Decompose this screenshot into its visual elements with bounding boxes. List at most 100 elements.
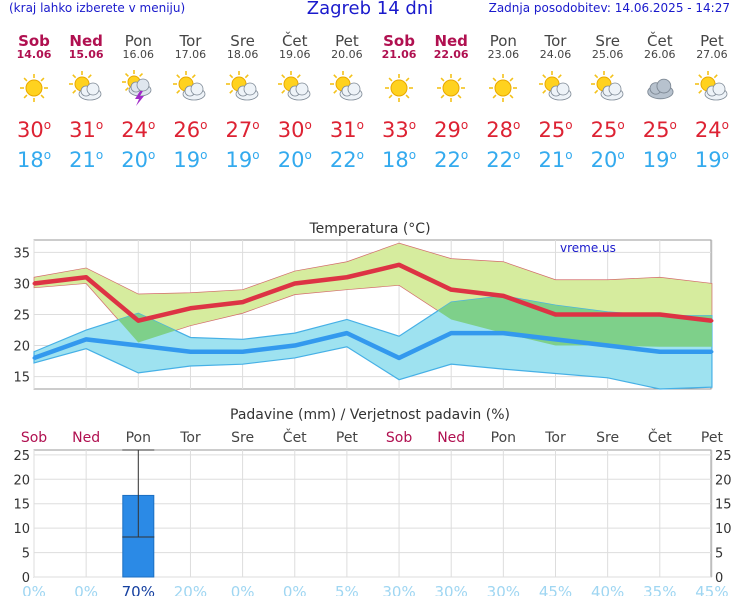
min-temp-value: 19	[225, 148, 253, 172]
max-temp-value: 25	[642, 118, 670, 142]
max-temp-point	[241, 300, 245, 304]
x-tick-label: Tor	[544, 430, 566, 446]
y-tick-label: 0	[22, 571, 30, 586]
degree-sign: o	[147, 148, 156, 162]
max-temp: 31o	[60, 112, 112, 143]
day-name[interactable]: Čet	[647, 32, 673, 50]
max-temp: 27o	[217, 112, 269, 143]
page-title: Zagreb 14 dni	[306, 0, 434, 19]
day-name[interactable]: Sob	[18, 32, 50, 50]
region-menu-hint[interactable]: (kraj lahko izberete v meniju)	[9, 1, 186, 15]
y-tick-label: 15	[13, 498, 30, 513]
max-temp-point	[84, 275, 88, 279]
min-temp-value: 19	[642, 148, 670, 172]
degree-sign: o	[43, 148, 52, 162]
degree-sign: o	[617, 118, 625, 132]
max-temp-point	[658, 313, 662, 316]
day-name[interactable]: Čet	[281, 32, 308, 50]
max-temp: 30o	[269, 112, 321, 143]
max-temp-point	[397, 263, 401, 267]
day-name[interactable]: Sre	[230, 32, 255, 50]
degree-sign: o	[200, 148, 208, 162]
sun-icon	[16, 70, 52, 106]
min-temp: 19o	[634, 142, 686, 173]
max-temp-point	[188, 306, 192, 310]
day-name[interactable]: Pet	[335, 32, 359, 50]
day-name[interactable]: Tor	[544, 32, 567, 50]
min-temp-value: 22	[434, 148, 461, 172]
day-name[interactable]: Tor	[179, 32, 202, 50]
min-temp: 21o	[530, 142, 582, 173]
day-name[interactable]: Pet	[700, 32, 724, 50]
degree-sign: o	[252, 118, 260, 132]
min-temp: 20o	[269, 142, 321, 173]
min-temp-value: 20	[590, 148, 618, 172]
day-name[interactable]: Sob	[383, 32, 415, 50]
max-temp-point	[136, 319, 140, 323]
min-temp-point	[606, 344, 610, 348]
day-date: 20.06	[331, 48, 363, 61]
x-tick-label: Sre	[596, 430, 619, 446]
y-tick-label: 15	[13, 371, 30, 386]
degree-sign: o	[565, 148, 573, 162]
day-name[interactable]: Ned	[434, 32, 468, 50]
min-temp-point	[710, 350, 714, 354]
max-temp-value: 25	[590, 118, 618, 142]
thunderstorm-icon	[120, 70, 156, 106]
min-temp: 20o	[582, 142, 634, 173]
degree-sign: o	[252, 148, 260, 162]
degree-sign: o	[147, 118, 156, 132]
max-temp-value: 30	[277, 118, 305, 142]
y-tick-label: 30	[13, 277, 30, 292]
min-temp: 22o	[425, 142, 477, 173]
max-temp-point	[32, 281, 36, 285]
sun-cloud-icon	[694, 70, 730, 106]
degree-sign: o	[408, 118, 417, 132]
max-temp: 24o	[686, 112, 738, 143]
x-tick-label: Sre	[231, 430, 254, 446]
y-tick-label: 25	[13, 309, 30, 324]
y-tick-label-right: 10	[715, 522, 732, 537]
x-tick-label: Pet	[336, 430, 359, 446]
sun-cloud-icon	[172, 70, 208, 106]
y-tick-label-right: 5	[715, 547, 723, 562]
degree-sign: o	[95, 148, 104, 162]
precipitation-chart: Padavine (mm) / Verjetnost padavin (%) So…	[13, 407, 732, 596]
min-temp-point	[345, 331, 349, 335]
min-temp-point	[397, 356, 401, 360]
max-temp-value: 30	[16, 118, 44, 142]
y-tick-label: 20	[13, 473, 30, 488]
day-name[interactable]: Pon	[124, 32, 152, 50]
sun-cloud-icon	[277, 70, 313, 106]
sun-icon	[381, 70, 417, 106]
max-temp: 29o	[425, 112, 477, 143]
min-temp-value: 22	[329, 148, 357, 172]
day-name[interactable]: Ned	[69, 32, 103, 50]
x-tick-label: Ned	[437, 430, 465, 446]
max-temp-point	[293, 281, 297, 285]
x-tick-label: Čet	[648, 428, 672, 446]
min-temp: 18o	[373, 142, 425, 173]
day-name[interactable]: Pon	[489, 32, 517, 50]
degree-sign: o	[95, 118, 104, 132]
y-tick-label: 20	[13, 340, 30, 355]
x-tick-label: Pon	[491, 430, 516, 446]
min-temp-point	[658, 350, 662, 354]
day-date: 17.06	[174, 48, 207, 61]
min-temp-point	[188, 350, 192, 354]
min-temp-point	[32, 356, 36, 360]
min-temp-point	[84, 337, 88, 341]
degree-sign: o	[513, 148, 521, 162]
watermark: vreme.us	[560, 241, 616, 255]
day-date: 25.06	[591, 48, 624, 61]
y-tick-label-right: 20	[715, 473, 732, 488]
precip-probability: 0%	[22, 583, 46, 596]
min-temp-point	[449, 331, 453, 335]
day-name[interactable]: Sre	[595, 32, 620, 50]
min-temp-point	[136, 344, 140, 348]
y-tick-label-right: 15	[715, 498, 732, 513]
min-temp: 19o	[217, 142, 269, 173]
min-temp-value: 21	[69, 148, 96, 172]
y-tick-label: 35	[13, 246, 30, 261]
degree-sign: o	[617, 148, 625, 162]
